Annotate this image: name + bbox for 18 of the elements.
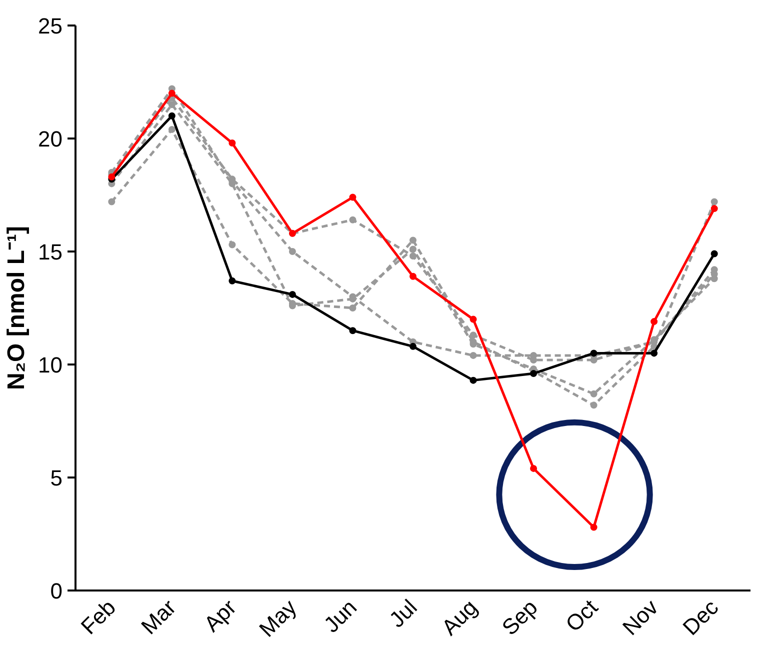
x-tick-label: Oct (560, 594, 603, 637)
x-tick-label: Sep (497, 594, 542, 640)
x-tick-label: Nov (618, 594, 663, 640)
x-tick-label: Feb (76, 594, 121, 640)
y-tick-label: 20 (38, 126, 63, 152)
y-tick-label: 10 (38, 352, 63, 378)
x-tick-label: May (254, 594, 302, 642)
x-tick-label: Aug (436, 594, 482, 640)
y-tick-label: 15 (38, 240, 63, 264)
x-tick-label: Jul (384, 594, 422, 632)
y-tick-label: 5 (50, 466, 63, 490)
x-tick-label: Apr (199, 594, 242, 637)
x-tick-label: Mar (136, 594, 181, 640)
y-tick-label: 0 (50, 578, 63, 604)
y-tick-label: 25 (38, 14, 63, 38)
y-axis-title: N₂O [nmol L⁻¹] (3, 226, 30, 390)
x-tick-label: Jun (318, 594, 362, 638)
x-tick-label: Dec (678, 594, 724, 640)
